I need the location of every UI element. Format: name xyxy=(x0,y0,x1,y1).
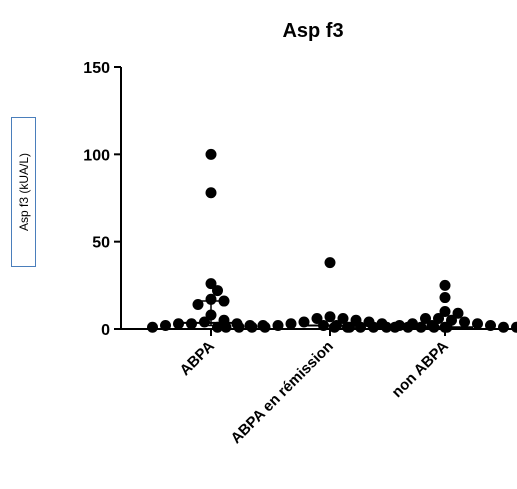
data-point xyxy=(452,307,464,319)
axes: 0 50 100 150 ABPA ABPA en rémission non ABPA xyxy=(83,60,517,447)
data-point xyxy=(459,316,470,328)
data-point xyxy=(218,295,230,307)
data-point xyxy=(342,321,353,333)
x-category-label: ABPA en rémission xyxy=(228,338,337,447)
data-point xyxy=(233,321,245,333)
data-point xyxy=(439,292,451,304)
data-point xyxy=(426,320,438,332)
y-tick-label: 150 xyxy=(83,60,110,77)
data-point xyxy=(205,293,217,305)
data-point xyxy=(329,321,340,333)
y-tick-label: 100 xyxy=(83,147,110,164)
data-point xyxy=(311,313,323,325)
data-point xyxy=(205,278,217,290)
data-point xyxy=(394,320,405,332)
data-point xyxy=(259,321,271,333)
data-marks xyxy=(147,148,517,333)
data-point xyxy=(212,285,223,297)
data-point xyxy=(485,320,496,332)
data-point xyxy=(272,320,284,332)
data-point xyxy=(355,321,366,333)
y-tick-label: 0 xyxy=(101,322,110,339)
data-point xyxy=(368,321,379,333)
data-point xyxy=(498,321,509,333)
data-point xyxy=(446,314,457,326)
data-point xyxy=(337,313,349,325)
y-axis-label-box: Asp f3 (kUA/L) xyxy=(11,117,36,267)
data-point xyxy=(220,321,232,333)
data-point xyxy=(205,187,217,199)
data-point xyxy=(246,321,258,333)
data-point xyxy=(205,148,217,160)
data-point xyxy=(407,318,418,330)
data-point xyxy=(212,321,223,333)
data-point xyxy=(511,321,517,333)
y-tick-label: 50 xyxy=(92,235,110,252)
data-point xyxy=(192,299,204,311)
data-point xyxy=(324,311,336,323)
chart-title: Asp f3 xyxy=(282,20,343,42)
data-point xyxy=(147,321,158,333)
data-point xyxy=(439,279,451,291)
data-point xyxy=(472,318,483,330)
data-point xyxy=(324,257,336,269)
data-point xyxy=(420,313,431,325)
data-point xyxy=(173,318,184,330)
y-axis-label: Asp f3 (kUA/L) xyxy=(16,152,31,232)
data-point xyxy=(439,306,451,318)
data-point xyxy=(381,321,392,333)
x-category-label: non ABPA xyxy=(389,338,452,401)
data-point xyxy=(433,313,444,325)
data-point xyxy=(160,320,171,332)
x-category-label: ABPA xyxy=(177,338,218,379)
data-point xyxy=(285,318,297,330)
